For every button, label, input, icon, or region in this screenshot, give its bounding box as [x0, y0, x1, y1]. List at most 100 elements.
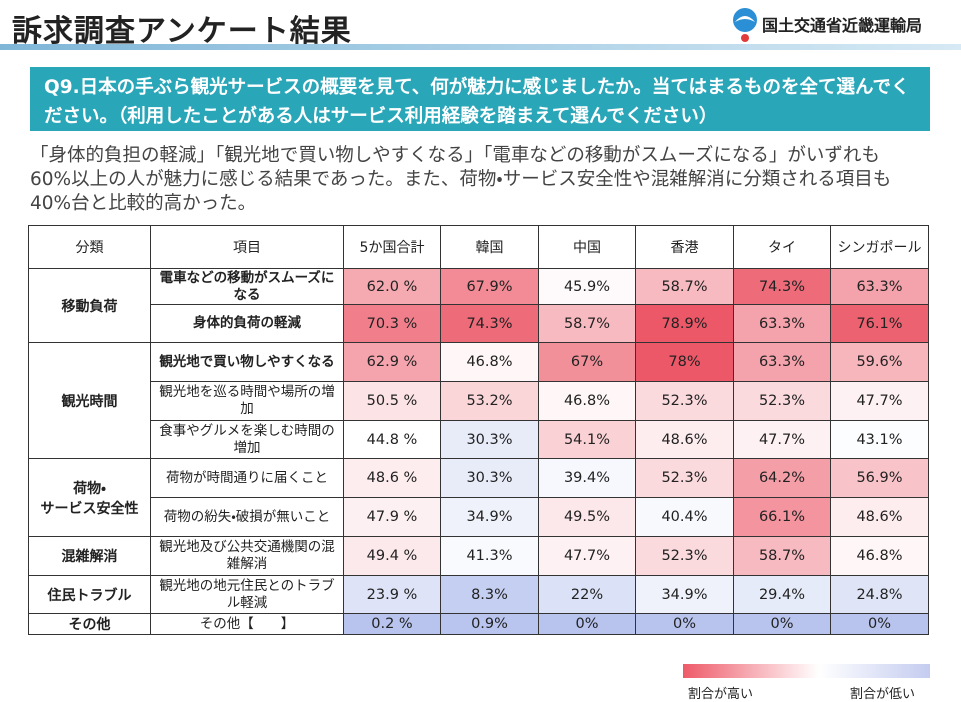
value-cell: 34.9% — [635, 575, 734, 614]
value-cell: 24.8% — [830, 575, 929, 614]
value-cell: 48.6% — [830, 497, 929, 537]
value-cell: 46.8% — [440, 342, 539, 382]
value-cell: 63.3% — [830, 268, 929, 305]
column-header: シンガポール — [830, 225, 929, 269]
table-row: 住民トラブル 観光地の地元住民とのトラブル軽減 23.9 % 8.3% 22% 34.9%… — [28, 575, 929, 614]
summary: 「身体的負担の軽減」「観光地で買い物しやすくなる」「電車などの移動がスムーズにな… — [30, 145, 892, 214]
value-cell: 50.5 % — [343, 381, 441, 421]
group-label: 荷物・ サービス安全性 — [28, 458, 151, 537]
value-cell: 47.7% — [830, 381, 929, 421]
group-label: その他 — [28, 613, 151, 635]
value-cell: 62.0 % — [343, 268, 441, 305]
value-cell: 56.9% — [830, 458, 929, 498]
value-cell: 40.4% — [635, 497, 734, 537]
title: 訴求調査アンケート結果 — [12, 14, 352, 49]
value-cell: 64.2% — [733, 458, 831, 498]
table-row: 観光地を巡る時間や場所の増加 50.5 % 53.2% 46.8% 52.3% 52.3%… — [29, 381, 929, 421]
item-label: 観光地で買い物しやすくなる — [150, 342, 344, 382]
value-cell: 0% — [733, 613, 831, 635]
item-label: 身体的負荷の軽減 — [150, 304, 344, 343]
value-cell: 0% — [538, 613, 636, 635]
value-cell: 49.4 % — [343, 536, 441, 576]
value-cell: 67.9% — [440, 268, 539, 305]
value-cell: 62.9 % — [343, 342, 441, 382]
value-cell: 44.8 % — [343, 420, 441, 459]
value-cell: 47.9 % — [343, 497, 441, 537]
result-table: 分類 項目 5か国合計 韓国 中国 香港 タイ シンガポール 移動負荷 電車などの移動がスムーズに… — [28, 225, 929, 635]
column-header: 項目 — [150, 225, 344, 269]
table-row: 移動負荷 電車などの移動がスムーズになる 62.0 % 67.9% 45.9% 58.7%… — [28, 268, 929, 343]
value-cell: 63.3% — [733, 304, 831, 343]
value-cell: 0% — [830, 613, 929, 635]
logo-icon — [733, 8, 757, 42]
value-cell: 30.3% — [440, 420, 539, 459]
item-label: 電車などの移動がスムーズになる — [150, 268, 344, 305]
value-cell: 47.7% — [733, 420, 831, 459]
value-cell: 52.3% — [635, 458, 734, 498]
column-header: 韓国 — [440, 225, 539, 269]
table-row: 混雑解消 観光地及び公共交通機関の混雑解消 49.4 % 41.3% 47.7% 52.3… — [28, 536, 929, 576]
table-row: その他 その他【 】 0.2 % 0.9% 0% 0% 0% 0% — [28, 613, 929, 635]
group-label: 住民トラブル — [28, 575, 151, 614]
value-cell: 58.7% — [635, 268, 734, 305]
group-label: 観光時間 — [28, 342, 151, 459]
value-cell: 53.2% — [440, 381, 539, 421]
item-label: 荷物の紛失・破損が無いこと — [150, 497, 344, 537]
value-cell: 8.3% — [440, 575, 539, 614]
value-cell: 47.7% — [538, 536, 636, 576]
column-header: 香港 — [635, 225, 734, 269]
legend-low: 割合が低い — [850, 687, 916, 702]
value-cell: 76.1% — [830, 304, 929, 343]
value-cell: 74.3% — [440, 304, 539, 343]
group-label: 混雑解消 — [28, 536, 151, 576]
header-row: 分類 項目 5か国合計 韓国 中国 香港 タイ シンガポール — [28, 225, 929, 269]
table-row: 観光時間 観光地で買い物しやすくなる 62.9 % 46.8% 67% 78% 63.3% 5… — [28, 342, 929, 459]
question-box: Q9.日本の手ぶら観光サービスの概要を見て、何が魅力に感じましたか。当てはまるも… — [30, 67, 930, 131]
value-cell: 52.3% — [635, 381, 734, 421]
value-cell: 41.3% — [440, 536, 539, 576]
value-cell: 29.4% — [733, 575, 831, 614]
value-cell: 45.9% — [538, 268, 636, 305]
value-cell: 66.1% — [733, 497, 831, 537]
color-scale — [683, 664, 930, 678]
column-header: 中国 — [538, 225, 636, 269]
value-cell: 59.6% — [830, 342, 929, 382]
value-cell: 43.1% — [830, 420, 929, 459]
item-label: 観光地の地元住民とのトラブル軽減 — [150, 575, 344, 614]
value-cell: 78% — [635, 342, 734, 382]
value-cell: 67% — [538, 342, 636, 382]
value-cell: 48.6 % — [343, 458, 441, 498]
item-label: 観光地及び公共交通機関の混雑解消 — [150, 536, 344, 576]
organization: 国土交通省近畿運輸局 — [762, 16, 923, 35]
column-header: 5か国合計 — [343, 225, 441, 269]
value-cell: 0% — [635, 613, 734, 635]
table-row: 身体的負荷の軽減 70.3 % 74.3% 58.7% 78.9% 63.3% 76.1% — [29, 304, 929, 343]
value-cell: 30.3% — [440, 458, 539, 498]
value-cell: 63.3% — [733, 342, 831, 382]
header-rule — [0, 44, 961, 50]
value-cell: 52.3% — [635, 536, 734, 576]
value-cell: 78.9% — [635, 304, 734, 343]
value-cell: 70.3 % — [343, 304, 441, 343]
value-cell: 58.7% — [538, 304, 636, 343]
legend-high: 割合が高い — [688, 687, 754, 702]
table-row: 荷物の紛失・破損が無いこと 47.9 % 34.9% 49.5% 40.4% 66.1% 4… — [29, 497, 929, 537]
value-cell: 54.1% — [538, 420, 636, 459]
column-header: 分類 — [28, 225, 151, 269]
value-cell: 49.5% — [538, 497, 636, 537]
item-label: 観光地を巡る時間や場所の増加 — [150, 381, 344, 421]
column-header: タイ — [733, 225, 831, 269]
value-cell: 23.9 % — [343, 575, 441, 614]
item-label: 食事やグルメを楽しむ時間の増加 — [150, 420, 344, 459]
item-label: 荷物が時間通りに届くこと — [150, 458, 344, 498]
table-row: 食事やグルメを楽しむ時間の増加 44.8 % 30.3% 54.1% 48.6% 47.7… — [29, 420, 929, 459]
value-cell: 39.4% — [538, 458, 636, 498]
value-cell: 22% — [538, 575, 636, 614]
table-row: 荷物・ サービス安全性 荷物が時間通りに届くこと 48.6 % 30.3% 39.4% 5… — [28, 458, 929, 537]
value-cell: 52.3% — [733, 381, 831, 421]
value-cell: 46.8% — [538, 381, 636, 421]
value-cell: 74.3% — [733, 268, 831, 305]
item-label: その他【 】 — [150, 613, 344, 635]
value-cell: 0.9% — [440, 613, 539, 635]
